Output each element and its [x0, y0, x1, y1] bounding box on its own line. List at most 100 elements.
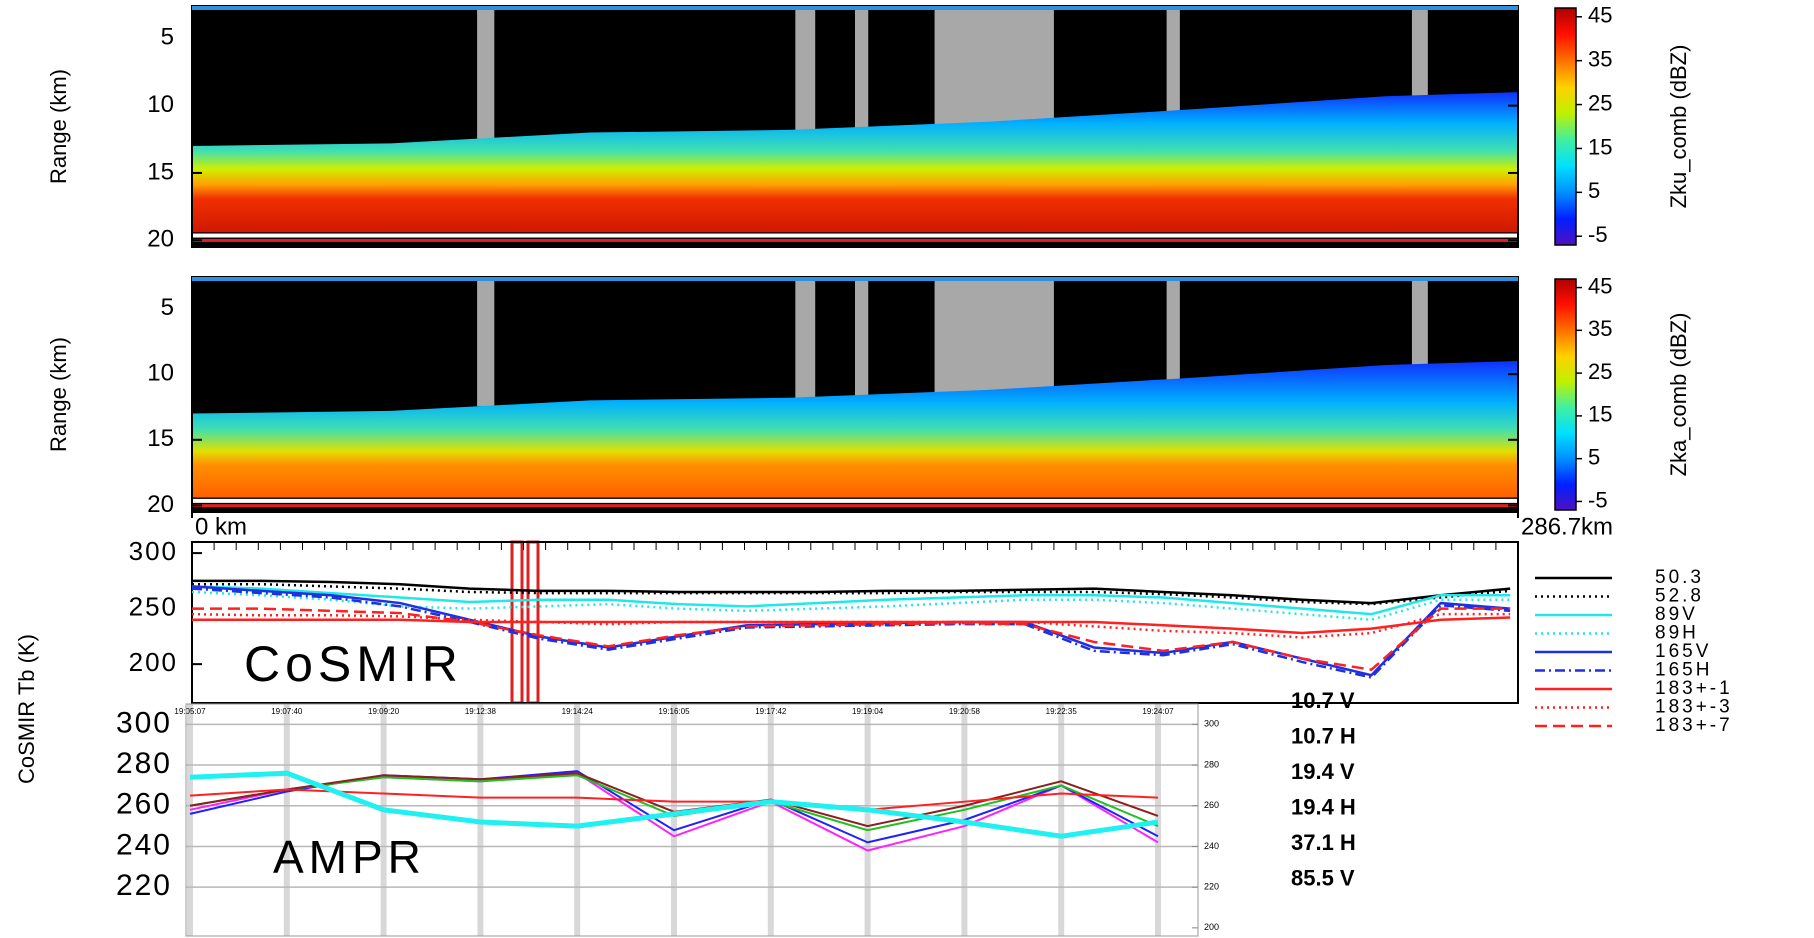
y-tick-label: 20 — [147, 226, 174, 253]
x-tick-label: 19:12:38 — [465, 707, 497, 716]
series-line — [192, 582, 1511, 606]
x-tick-label: 0 km — [195, 513, 247, 540]
x-tick-label: 19:19:04 — [852, 707, 884, 716]
y-tick-label: 20 — [147, 491, 174, 518]
colorbar-tick-label: 25 — [1588, 359, 1612, 384]
y-tick-label: 260 — [116, 788, 172, 821]
time-band — [187, 704, 193, 936]
colorbar — [1554, 7, 1577, 246]
missing-strip — [855, 6, 869, 139]
y-tick-label: 15 — [147, 425, 174, 452]
y-tick-label: 220 — [116, 869, 172, 902]
y-tick-label: 10 — [147, 359, 174, 386]
radar-echo — [192, 92, 1518, 233]
plot-frame — [185, 703, 1199, 937]
legend-label: 165H — [1655, 660, 1712, 681]
x-tick-label: 19:16:05 — [658, 707, 690, 716]
plot-frame — [191, 541, 1519, 704]
annotation: AMPR — [273, 831, 426, 883]
y-tick-label: 280 — [116, 747, 172, 780]
missing-strip — [941, 6, 1054, 139]
radar-echo — [192, 361, 1518, 498]
colorbar-label: Zku_comb (dBZ) — [1666, 45, 1691, 209]
y-tick-label: 240 — [116, 828, 172, 861]
time-band — [1058, 704, 1065, 936]
top-edge — [192, 277, 1518, 281]
y-axis-label: Range (km) — [46, 337, 71, 452]
y2-tick-label: 260 — [1204, 800, 1219, 810]
y2-tick-label: 280 — [1204, 759, 1219, 769]
time-band — [864, 704, 871, 936]
missing-strip — [941, 277, 1054, 407]
x-tick-label: 19:05:07 — [174, 707, 206, 716]
missing-strip — [477, 6, 495, 139]
series-line — [192, 607, 1511, 672]
legend-label: 10.7 V — [1291, 688, 1355, 713]
series-line — [191, 590, 1511, 621]
legend-label: 50.3 — [1655, 567, 1704, 588]
y-tick-label: 5 — [161, 294, 174, 321]
time-band — [574, 704, 581, 936]
colorbar-tick-label: 5 — [1588, 178, 1600, 203]
y2-tick-label: 240 — [1204, 841, 1219, 851]
y-tick-label: 250 — [129, 591, 178, 621]
legend-label: 19.4 V — [1291, 759, 1355, 784]
colorbar-tick-label: 5 — [1588, 444, 1600, 469]
missing-strip — [1166, 277, 1180, 407]
colorbar-tick-label: 35 — [1588, 46, 1612, 71]
annotation: CoSMIR — [244, 636, 463, 692]
surface-line — [192, 238, 1518, 242]
legend-label: 19.4 H — [1291, 794, 1356, 819]
y2-tick-label: 220 — [1204, 882, 1219, 892]
missing-strip — [795, 277, 816, 407]
colorbar-tick-label: 15 — [1588, 134, 1612, 159]
y2-tick-label: 300 — [1204, 719, 1219, 729]
legend-label: 183+-7 — [1655, 715, 1733, 736]
missing-strip — [477, 277, 495, 407]
colorbar-tick-label: -5 — [1588, 487, 1608, 512]
series-line — [189, 770, 1159, 839]
legend-label: 37.1 H — [1291, 830, 1356, 855]
x-tick-label: 19:14:24 — [562, 707, 594, 716]
colorbar-tick-label: -5 — [1588, 222, 1608, 247]
time-band — [1155, 704, 1161, 936]
x-tick-label: 286.7km — [1521, 513, 1613, 540]
series-line — [192, 579, 1511, 605]
legend-label: 165V — [1655, 641, 1711, 662]
colorbar-tick-label: 15 — [1588, 402, 1612, 427]
colorbar-tick-label: 35 — [1588, 316, 1612, 341]
surface-line — [192, 504, 1518, 508]
missing-strip — [1166, 6, 1180, 139]
time-band — [767, 704, 774, 936]
legend-label: 85.5 V — [1291, 865, 1355, 890]
missing-strip — [855, 277, 869, 407]
series-line — [191, 585, 1511, 616]
x-tick-label: 19:09:20 — [368, 707, 400, 716]
x-tick-label: 19:07:40 — [271, 707, 303, 716]
y-tick-label: 5 — [161, 24, 174, 51]
y-axis-label: CoSMIR Tb (K) — [14, 634, 39, 784]
y-tick-label: 300 — [116, 706, 172, 739]
missing-strip — [795, 6, 816, 139]
legend-label: 52.8 — [1655, 586, 1704, 607]
y-tick-label: 300 — [129, 536, 178, 566]
top-edge — [192, 6, 1518, 10]
surface-line — [192, 498, 1518, 503]
y-axis-label: Range (km) — [46, 69, 71, 184]
series-line — [191, 612, 1511, 639]
legend-label: 89H — [1655, 623, 1699, 644]
time-band — [671, 704, 677, 936]
colorbar-tick-label: 25 — [1588, 90, 1612, 115]
series-line — [191, 587, 1511, 679]
colorbar-tick-label: 45 — [1588, 273, 1612, 298]
legend-label: 183+-3 — [1655, 697, 1733, 718]
y2-tick-label: 200 — [1204, 922, 1219, 932]
colorbar-label: Zka_comb (dBZ) — [1666, 313, 1691, 477]
colorbar — [1554, 278, 1577, 511]
series-line — [189, 788, 1159, 811]
legend-label: 10.7 H — [1291, 723, 1356, 748]
x-tick-label: 19:20:58 — [949, 707, 981, 716]
time-band — [283, 704, 290, 936]
